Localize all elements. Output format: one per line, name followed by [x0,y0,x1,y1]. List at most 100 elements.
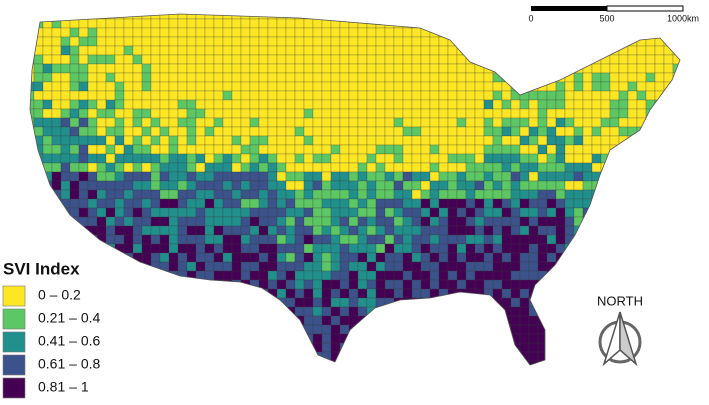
county [636,216,647,227]
county [366,153,377,164]
county [30,306,35,317]
county [654,207,665,218]
county [330,315,341,326]
county [87,99,98,110]
county [132,306,143,317]
county [456,36,467,47]
county [96,225,107,236]
county [546,117,557,128]
county [465,108,476,119]
county [276,153,287,164]
county [492,333,503,344]
county [141,162,152,173]
county [429,261,440,272]
county [105,252,116,263]
county [303,279,314,290]
county [654,297,665,308]
county [339,234,350,245]
county [321,162,332,173]
county [213,144,224,155]
county [258,14,269,20]
county [366,351,377,362]
county [312,261,323,272]
county [186,171,197,182]
county [96,81,107,92]
county [501,18,512,29]
county [375,189,386,200]
county [294,297,305,308]
county [141,252,152,263]
county [96,216,107,227]
county [123,14,134,20]
county [240,135,251,146]
county [42,81,53,92]
county [438,135,449,146]
county [420,306,431,317]
county [456,297,467,308]
county [672,315,680,326]
county [186,225,197,236]
county [330,207,341,218]
county [519,342,530,353]
county [645,144,656,155]
county [366,252,377,263]
county [105,324,116,335]
county [30,279,35,290]
county [285,171,296,182]
county [348,162,359,173]
county [682,100,691,109]
county [51,45,62,56]
county [51,225,62,236]
county [30,243,35,254]
county [456,90,467,101]
county [168,198,179,209]
county [96,171,107,182]
county [564,351,575,362]
county [312,36,323,47]
county [393,36,404,47]
county [492,144,503,155]
county [258,99,269,110]
county [132,63,143,74]
county [682,271,691,280]
county [51,171,62,182]
county [33,243,44,254]
county [303,171,314,182]
county [618,180,629,191]
county [114,270,125,281]
county [303,297,314,308]
county [186,126,197,137]
county [312,180,323,191]
county [510,351,521,362]
county [573,351,584,362]
county [96,243,107,254]
county [258,54,269,65]
county [510,36,521,47]
county [510,108,521,119]
county [105,144,116,155]
county [186,144,197,155]
county [213,81,224,92]
county [249,45,260,56]
county [609,81,620,92]
county [573,297,584,308]
county [204,63,215,74]
county [474,14,485,20]
county [393,243,404,254]
county [105,297,116,308]
county [78,207,89,218]
county [186,117,197,128]
county [465,324,476,335]
county [159,54,170,65]
county [51,63,62,74]
county [573,45,584,56]
county [267,153,278,164]
county [654,63,665,74]
county [141,90,152,101]
county [663,207,674,218]
county [393,81,404,92]
county [249,297,260,308]
county [114,63,125,74]
county [429,207,440,218]
county [258,171,269,182]
